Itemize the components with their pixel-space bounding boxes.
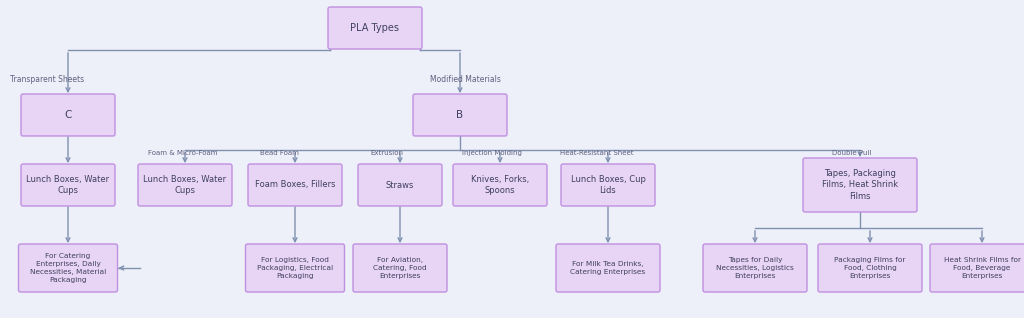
- Text: Tapes, Packaging
Films, Heat Shrink
Films: Tapes, Packaging Films, Heat Shrink Film…: [822, 169, 898, 201]
- Text: Bead Foam: Bead Foam: [260, 150, 299, 156]
- FancyBboxPatch shape: [22, 164, 115, 206]
- FancyBboxPatch shape: [248, 164, 342, 206]
- Text: PLA Types: PLA Types: [350, 23, 399, 33]
- Text: Knives, Forks,
Spoons: Knives, Forks, Spoons: [471, 175, 529, 195]
- Text: Straws: Straws: [386, 181, 414, 190]
- FancyBboxPatch shape: [246, 244, 344, 292]
- FancyBboxPatch shape: [556, 244, 660, 292]
- Text: Lunch Boxes, Water
Cups: Lunch Boxes, Water Cups: [27, 175, 110, 195]
- Text: Injection Molding: Injection Molding: [462, 150, 522, 156]
- Text: Heat Shrink Films for
Food, Beverage
Enterprises: Heat Shrink Films for Food, Beverage Ent…: [943, 257, 1021, 279]
- Text: Lunch Boxes, Cup
Lids: Lunch Boxes, Cup Lids: [570, 175, 645, 195]
- Text: C: C: [65, 110, 72, 120]
- FancyBboxPatch shape: [358, 164, 442, 206]
- Text: B: B: [457, 110, 464, 120]
- Text: Extrusion: Extrusion: [370, 150, 403, 156]
- FancyBboxPatch shape: [328, 7, 422, 49]
- FancyBboxPatch shape: [803, 158, 918, 212]
- Text: Modified Materials: Modified Materials: [430, 75, 501, 84]
- FancyBboxPatch shape: [930, 244, 1024, 292]
- Text: Lunch Boxes, Water
Cups: Lunch Boxes, Water Cups: [143, 175, 226, 195]
- Text: Heat-Resistant Sheet: Heat-Resistant Sheet: [560, 150, 634, 156]
- Text: For Milk Tea Drinks,
Catering Enterprises: For Milk Tea Drinks, Catering Enterprise…: [570, 261, 645, 275]
- Text: For Aviation,
Catering, Food
Enterprises: For Aviation, Catering, Food Enterprises: [373, 257, 427, 279]
- Text: Tapes for Daily
Necessities, Logistics
Enterprises: Tapes for Daily Necessities, Logistics E…: [716, 257, 794, 279]
- Text: Foam Boxes, Fillers: Foam Boxes, Fillers: [255, 181, 335, 190]
- FancyBboxPatch shape: [413, 94, 507, 136]
- Text: Double Pull: Double Pull: [831, 150, 871, 156]
- Text: Transparent Sheets: Transparent Sheets: [10, 75, 84, 84]
- Text: Packaging Films for
Food, Clothing
Enterprises: Packaging Films for Food, Clothing Enter…: [835, 257, 905, 279]
- FancyBboxPatch shape: [353, 244, 447, 292]
- FancyBboxPatch shape: [18, 244, 118, 292]
- FancyBboxPatch shape: [818, 244, 922, 292]
- Text: For Logistics, Food
Packaging, Electrical
Packaging: For Logistics, Food Packaging, Electrica…: [257, 257, 333, 279]
- FancyBboxPatch shape: [138, 164, 232, 206]
- Text: Foam & Micro-Foam: Foam & Micro-Foam: [148, 150, 217, 156]
- FancyBboxPatch shape: [561, 164, 655, 206]
- FancyBboxPatch shape: [703, 244, 807, 292]
- FancyBboxPatch shape: [22, 94, 115, 136]
- FancyBboxPatch shape: [453, 164, 547, 206]
- Text: For Catering
Enterprises, Daily
Necessities, Material
Packaging: For Catering Enterprises, Daily Necessit…: [30, 253, 106, 283]
